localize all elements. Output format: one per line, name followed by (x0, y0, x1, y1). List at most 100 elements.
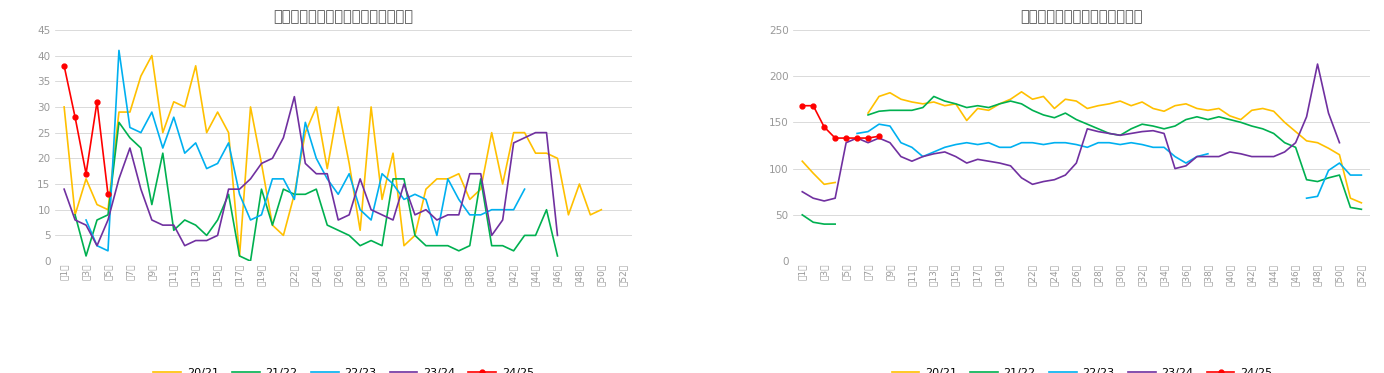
23/24 (805, 196, 822, 200)
23/24 (516, 135, 533, 140)
20/21 (396, 244, 412, 248)
20/21 (352, 228, 368, 232)
20/21 (561, 213, 577, 217)
23/24 (472, 172, 489, 176)
23/24 (396, 182, 412, 186)
21/22 (494, 244, 511, 248)
23/24 (904, 159, 920, 163)
21/22 (826, 222, 843, 226)
23/24 (1002, 164, 1019, 168)
20/21 (176, 105, 192, 109)
20/21 (363, 105, 379, 109)
20/21 (549, 156, 566, 160)
23/24 (1068, 161, 1085, 165)
21/22 (100, 213, 116, 217)
21/22 (209, 218, 226, 222)
20/21 (242, 105, 259, 109)
Line: 20/21: 20/21 (803, 161, 835, 184)
20/21 (794, 159, 811, 163)
23/24 (1320, 111, 1337, 115)
23/24 (418, 207, 435, 212)
23/24 (385, 218, 401, 222)
21/22 (352, 244, 368, 248)
21/22 (78, 254, 94, 258)
20/21 (231, 254, 248, 258)
23/24 (494, 218, 511, 222)
23/24 (826, 196, 843, 200)
23/24 (1243, 154, 1259, 159)
23/24 (209, 233, 226, 238)
Line: 21/22: 21/22 (803, 215, 835, 224)
23/24 (89, 244, 105, 248)
21/22 (516, 233, 533, 238)
21/22 (461, 244, 477, 248)
23/24 (1287, 141, 1304, 145)
21/22 (538, 207, 555, 212)
24/25 (817, 125, 833, 129)
23/24 (1035, 179, 1052, 184)
23/24 (549, 233, 566, 238)
23/24 (794, 189, 811, 194)
23/24 (859, 141, 876, 145)
Legend: 20/21, 21/22, 22/23, 23/24, 24/25: 20/21, 21/22, 22/23, 23/24, 24/25 (887, 364, 1276, 373)
23/24 (352, 177, 368, 181)
24/25 (66, 115, 83, 119)
20/21 (209, 110, 226, 114)
23/24 (340, 213, 357, 217)
23/24 (1024, 182, 1041, 186)
20/21 (516, 131, 533, 135)
20/21 (66, 213, 83, 217)
23/24 (980, 159, 996, 163)
23/24 (1145, 128, 1161, 133)
23/24 (407, 213, 424, 217)
20/21 (89, 202, 105, 207)
21/22 (286, 192, 303, 197)
21/22 (374, 244, 390, 248)
23/24 (275, 135, 292, 140)
21/22 (805, 220, 822, 225)
21/22 (472, 177, 489, 181)
23/24 (374, 213, 390, 217)
23/24 (187, 238, 203, 243)
21/22 (329, 228, 346, 232)
21/22 (396, 177, 412, 181)
20/21 (166, 100, 183, 104)
20/21 (286, 192, 303, 197)
21/22 (527, 233, 544, 238)
23/24 (1080, 126, 1096, 131)
23/24 (1200, 154, 1217, 159)
20/21 (187, 63, 203, 68)
24/25 (100, 192, 116, 197)
21/22 (155, 151, 172, 156)
23/24 (253, 161, 270, 166)
23/24 (451, 213, 468, 217)
23/24 (440, 213, 457, 217)
20/21 (572, 182, 588, 186)
21/22 (122, 135, 138, 140)
23/24 (220, 187, 237, 191)
20/21 (220, 131, 237, 135)
20/21 (805, 171, 822, 175)
23/24 (198, 238, 215, 243)
21/22 (166, 228, 183, 232)
23/24 (461, 172, 477, 176)
20/21 (418, 187, 435, 191)
23/24 (264, 156, 281, 160)
Line: 21/22: 21/22 (75, 122, 558, 261)
23/24 (1046, 178, 1063, 182)
23/24 (176, 244, 192, 248)
20/21 (527, 151, 544, 156)
23/24 (1156, 131, 1172, 136)
21/22 (483, 244, 500, 248)
23/24 (1276, 150, 1293, 154)
20/21 (374, 197, 390, 202)
24/25 (859, 136, 876, 140)
23/24 (538, 131, 555, 135)
Line: 20/21: 20/21 (64, 56, 601, 256)
21/22 (133, 146, 149, 150)
20/21 (340, 161, 357, 166)
20/21 (592, 207, 609, 212)
23/24 (991, 161, 1008, 165)
20/21 (472, 187, 489, 191)
21/22 (66, 213, 83, 217)
